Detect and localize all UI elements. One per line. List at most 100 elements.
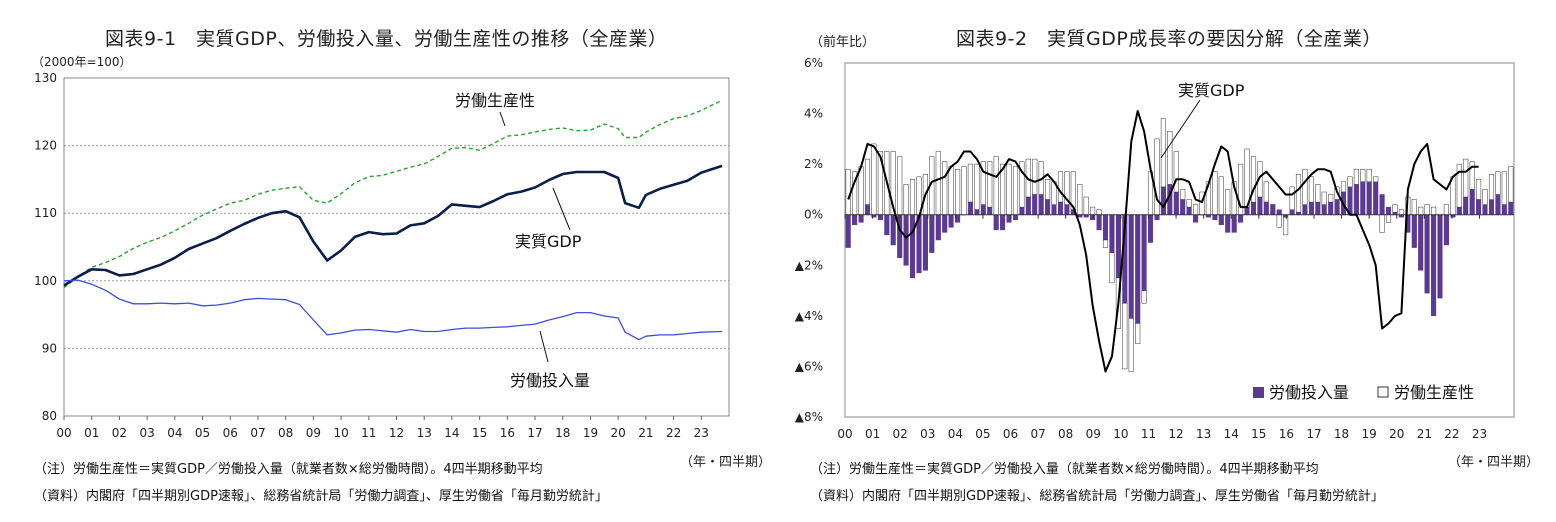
productivity-bar <box>1456 163 1462 208</box>
x-tick-label: 18 <box>555 426 570 440</box>
x-tick-label: 02 <box>112 426 127 440</box>
labor-input-bar <box>1154 214 1160 221</box>
productivity-bar <box>974 163 980 210</box>
x-tick-label: 22 <box>1444 427 1459 441</box>
x-tick-label: 13 <box>417 426 432 440</box>
labor-input-bar <box>1263 201 1269 215</box>
y-tick-label: 130 <box>34 71 57 85</box>
labor-input-bar <box>1141 214 1147 291</box>
labor-input-bar <box>935 214 941 241</box>
productivity-bar <box>1373 176 1379 183</box>
productivity-bar <box>1450 176 1456 215</box>
bar-chart: 6% 4% 2% 0% ▲2% ▲4% ▲6% ▲8% 00 01 02 03 04 05 06 07 08 09… <box>795 56 1515 441</box>
productivity-bar <box>897 156 903 216</box>
productivity-bar <box>1083 196 1089 215</box>
labor-input-bar <box>1328 201 1334 215</box>
productivity-bar <box>1276 214 1282 228</box>
panel-left: 図表9-1 実質GDP、労働投入量、労働生産性の推移（全産業） （2000年=1… <box>0 0 771 522</box>
y-tick-label: ▲6% <box>795 359 823 373</box>
labor-input-bar <box>1032 194 1038 215</box>
productivity-bar <box>1308 176 1314 203</box>
x-tick-label: 16 <box>1279 427 1294 441</box>
productivity-bar <box>1366 168 1372 183</box>
chart-title: 図表9-1 実質GDP、労働投入量、労働生産性の推移（全産業） <box>105 28 668 50</box>
leader-line <box>552 187 571 231</box>
productivity-bar <box>1488 174 1495 200</box>
productivity-bar <box>1392 204 1398 213</box>
leader-line <box>539 330 549 363</box>
labor-input-bar <box>1147 214 1154 243</box>
labor-input-bar <box>1431 214 1437 317</box>
labor-input-bar <box>1366 181 1372 215</box>
labor-input-bar <box>1321 204 1327 215</box>
x-tick-label: 09 <box>306 426 321 440</box>
productivity-bar <box>909 179 916 215</box>
productivity-bar <box>1186 199 1192 208</box>
labor-input-bar <box>974 209 980 216</box>
line-chart: 80 90 100 110 120 130 00 01 02 03 04 05 06 07 08 09 10 11… <box>34 71 730 440</box>
x-tick-label: 00 <box>837 427 852 441</box>
x-tick-label: 12 <box>389 426 404 440</box>
labor-input-bar <box>1135 214 1141 324</box>
productivity-bar <box>1360 168 1366 183</box>
productivity-bar <box>1045 179 1051 200</box>
productivity-bar <box>1463 158 1469 198</box>
productivity-bar <box>1102 239 1109 248</box>
labor-input-bar <box>1225 214 1231 233</box>
x-tick-label: 17 <box>1306 427 1321 441</box>
labor-input-bar <box>922 214 928 271</box>
labor-input-bar <box>1482 204 1488 215</box>
labor-input-bar <box>1463 196 1469 215</box>
productivity-bar <box>1032 158 1038 195</box>
labor-input-bar <box>852 214 858 226</box>
labor-input-bar <box>1437 214 1443 299</box>
labor-input-bar <box>1160 186 1166 215</box>
labor-input-bar <box>1000 214 1006 231</box>
x-tick-label: 05 <box>195 426 210 440</box>
labor-input-bar <box>993 214 999 231</box>
labor-input-bar <box>858 214 864 223</box>
x-tick-label: 19 <box>583 426 598 440</box>
y-tick-label: 90 <box>42 341 57 355</box>
x-tick-label: 20 <box>1389 427 1404 441</box>
productivity-bar <box>935 151 941 215</box>
productivity-bar <box>1225 189 1231 215</box>
labor-input-bar <box>1064 204 1070 215</box>
productivity-bar <box>955 168 961 215</box>
productivity-bar <box>1180 189 1186 200</box>
x-tick-label: 06 <box>1003 427 1018 441</box>
x-tick-label: 10 <box>1113 427 1128 441</box>
y-tick-label: ▲4% <box>795 309 823 323</box>
y-tick-label: ▲8% <box>795 410 823 424</box>
productivity-bar <box>987 161 993 208</box>
productivity-bar <box>961 166 967 215</box>
productivity-bar <box>980 161 986 205</box>
labor-input-bar <box>1334 199 1340 215</box>
plot-frame <box>63 77 730 417</box>
x-tick-label: 10 <box>333 426 348 440</box>
labor-input-bar <box>1289 209 1295 216</box>
productivity-bar <box>1443 204 1449 215</box>
y-tick-label: 6% <box>804 56 823 70</box>
y-tick-label: 80 <box>42 409 57 423</box>
labor-input-bar <box>1418 214 1424 271</box>
series-label: 実質GDP <box>515 232 582 251</box>
source-text: （資料）内閣府「四半期別GDP速報」、総務省統計局「労働力調査」、厚生労働省「毎… <box>810 489 1384 504</box>
labor-input-bar <box>1115 214 1121 279</box>
legend-label: 労働生産性 <box>1394 383 1474 402</box>
labor-input-bar <box>1495 194 1501 215</box>
x-tick-label: 16 <box>500 426 515 440</box>
x-tick-label: 19 <box>1362 427 1377 441</box>
labor-input-bar <box>1443 214 1449 246</box>
productivity-bar <box>1347 176 1353 188</box>
labor-input-bar <box>1508 201 1514 215</box>
labor-input-bar <box>1411 214 1417 248</box>
legend-label: 労働投入量 <box>1269 383 1349 402</box>
note-text: （注）労働生産性＝実質GDP／労働投入量（就業者数×総労働時間）。4四半期移動平… <box>34 462 543 477</box>
labor-input-bar <box>987 206 993 215</box>
productivity-bar <box>1495 171 1501 195</box>
unit-label: （2000年=100） <box>32 55 132 69</box>
x-tick-label: 21 <box>1417 427 1432 441</box>
productivity-bar <box>1218 176 1224 215</box>
y-tick-label: 120 <box>34 139 57 153</box>
